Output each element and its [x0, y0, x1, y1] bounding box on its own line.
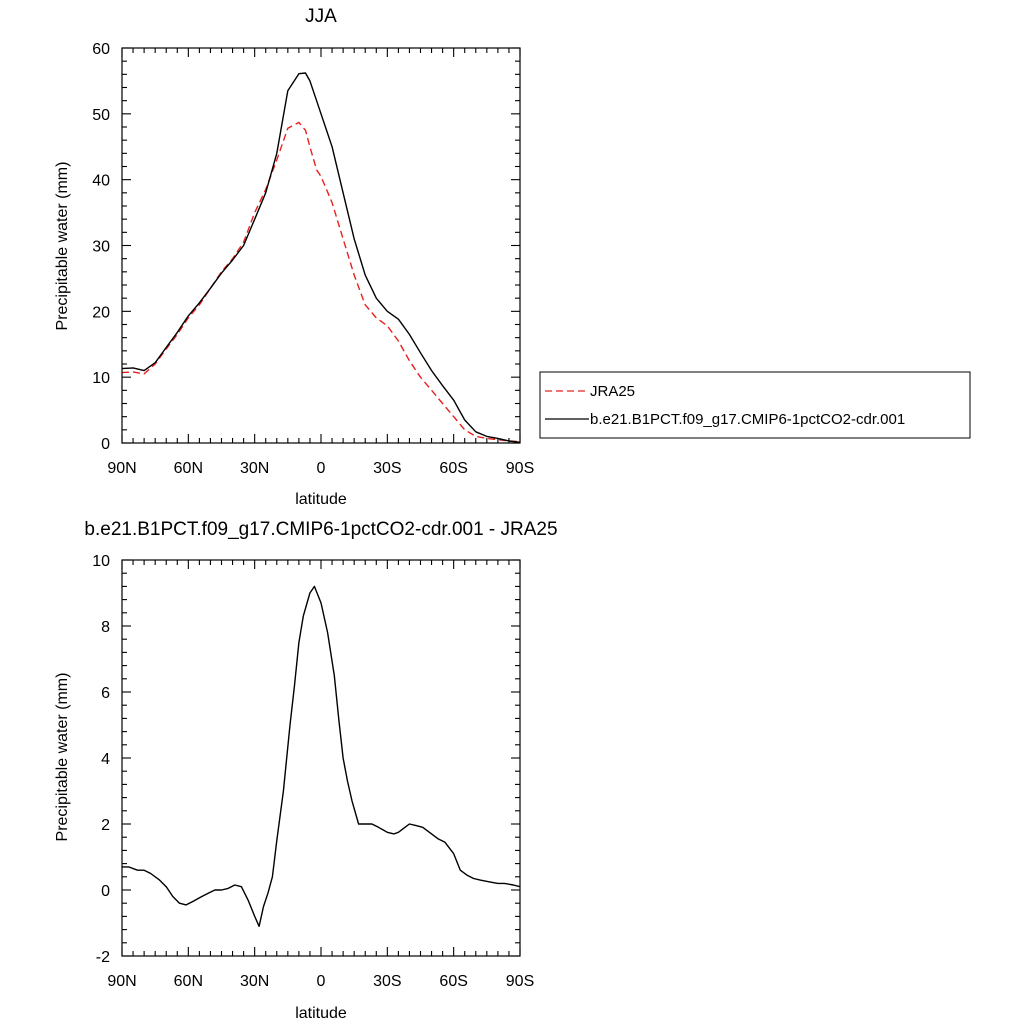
- bottom-chart-xlabel: latitude: [295, 1005, 347, 1022]
- bottom-y-tick-label: 10: [92, 553, 110, 570]
- bottom-y-tick-label: 4: [101, 751, 110, 768]
- top-chart-ylabel: Precipitable water (mm): [54, 162, 71, 331]
- top-x-tick-label: 30S: [373, 460, 401, 477]
- top-x-tick-label: 0: [317, 460, 326, 477]
- top-y-tick-label: 40: [92, 173, 110, 190]
- top-y-tick-label: 60: [92, 41, 110, 58]
- legend-label-model: b.e21.B1PCT.f09_g17.CMIP6-1pctCO2-cdr.00…: [590, 411, 905, 428]
- top-chart-panel: JJA latitude Precipitable water (mm) 90N…: [54, 6, 534, 508]
- top-series-line-0: [121, 121, 521, 443]
- top-y-tick-label: 20: [92, 304, 110, 321]
- bottom-chart-ylabel: Precipitable water (mm): [54, 673, 71, 842]
- bottom-y-tick-label: 6: [101, 685, 110, 702]
- bottom-chart-title: b.e21.B1PCT.f09_g17.CMIP6-1pctCO2-cdr.00…: [84, 519, 557, 540]
- legend-label-jra25: JRA25: [590, 383, 635, 400]
- top-chart-xlabel: latitude: [295, 491, 347, 508]
- top-x-tick-label: 60S: [439, 460, 467, 477]
- top-x-tick-label: 30N: [240, 460, 269, 477]
- bottom-x-tick-label: 30S: [373, 973, 401, 990]
- legend-frame: [539, 371, 971, 439]
- bottom-chart-plot-frame: [121, 559, 521, 957]
- top-y-tick-label: 50: [92, 107, 110, 124]
- bottom-y-tick-label: 8: [101, 619, 110, 636]
- bottom-x-tick-label: 0: [317, 973, 326, 990]
- bottom-y-tick-label: 0: [101, 883, 110, 900]
- top-x-tick-label: 60N: [174, 460, 203, 477]
- bottom-x-tick-label: 30N: [240, 973, 269, 990]
- bottom-x-tick-label: 90S: [506, 973, 534, 990]
- bottom-x-tick-label: 90N: [107, 973, 136, 990]
- top-y-tick-label: 10: [92, 370, 110, 387]
- top-x-tick-label: 90S: [506, 460, 534, 477]
- top-chart-title: JJA: [305, 6, 337, 27]
- bottom-x-tick-label: 60S: [439, 973, 467, 990]
- top-chart-plot-frame: [121, 47, 521, 444]
- bottom-chart-panel: b.e21.B1PCT.f09_g17.CMIP6-1pctCO2-cdr.00…: [54, 519, 558, 1022]
- bottom-y-tick-label: 2: [101, 817, 110, 834]
- bottom-x-tick-label: 60N: [174, 973, 203, 990]
- bottom-y-tick-label: -2: [96, 949, 110, 966]
- top-x-tick-label: 90N: [107, 460, 136, 477]
- top-y-tick-label: 30: [92, 239, 110, 256]
- top-y-tick-label: 0: [101, 436, 110, 453]
- top-series-line-1: [121, 72, 521, 443]
- bottom-series-line-0: [122, 585, 521, 927]
- legend: JRA25 b.e21.B1PCT.f09_g17.CMIP6-1pctCO2-…: [539, 371, 971, 439]
